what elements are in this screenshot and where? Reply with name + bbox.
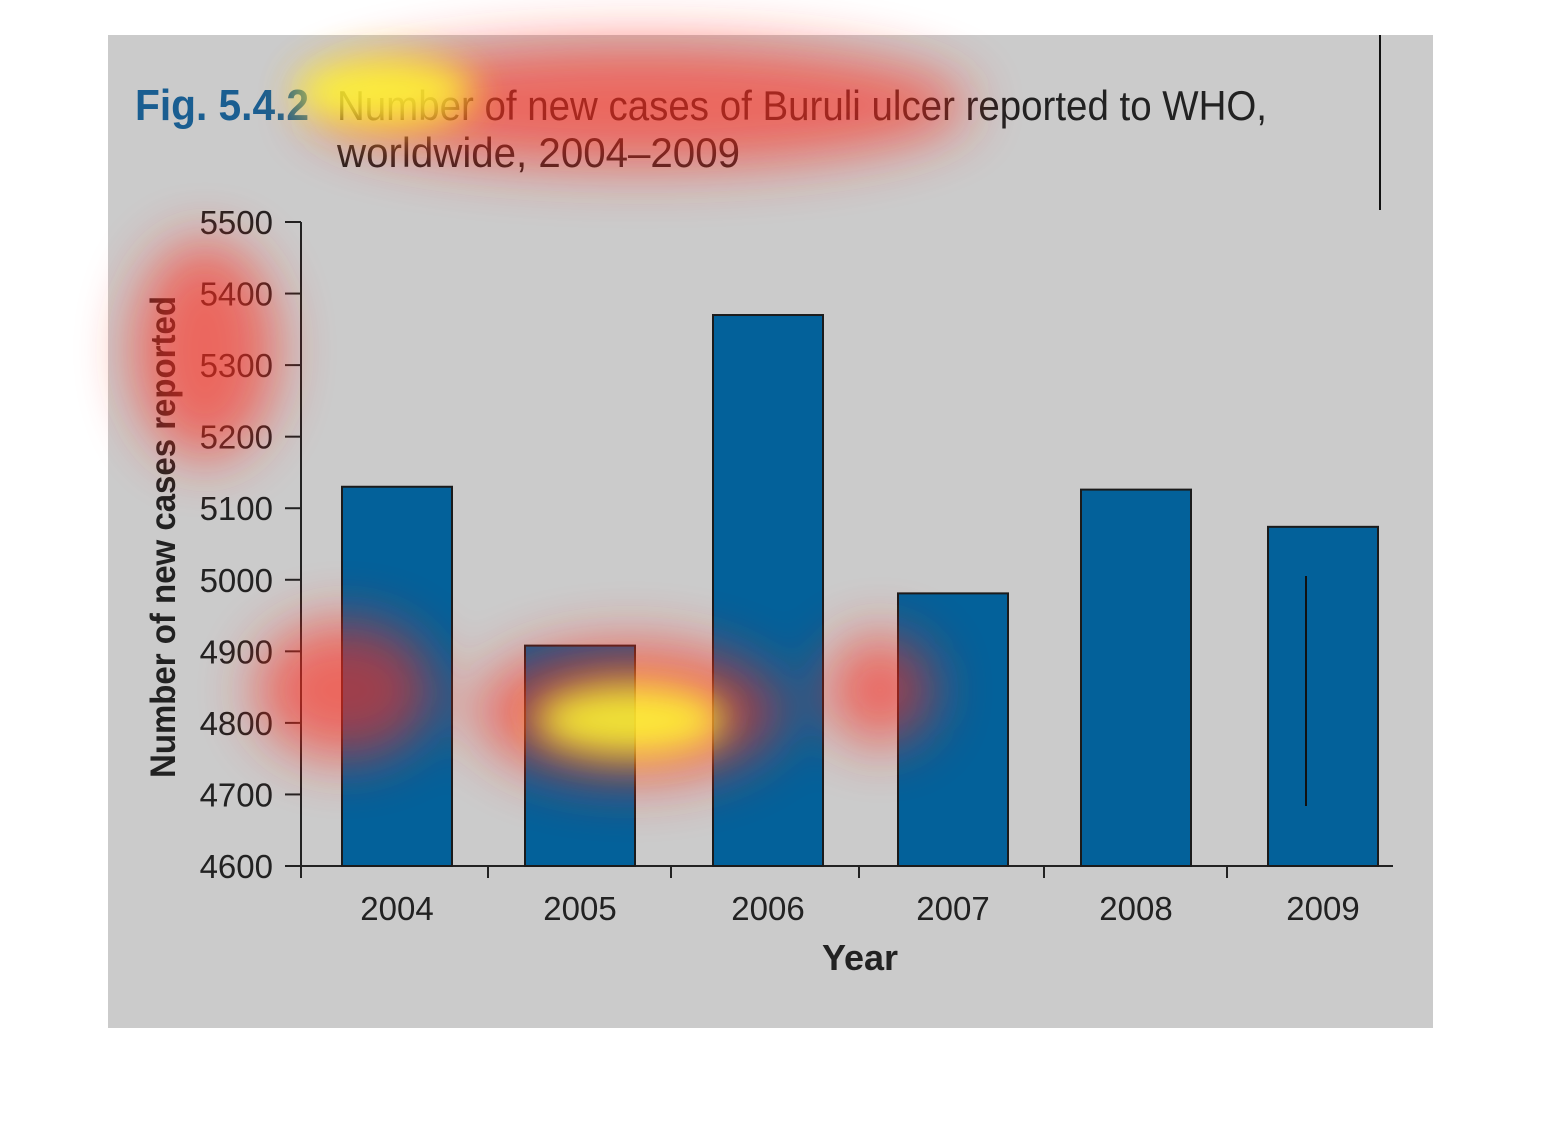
y-tick-label: 5000 bbox=[200, 562, 273, 599]
y-tick-label: 5500 bbox=[200, 204, 273, 241]
y-tick-label: 5100 bbox=[200, 490, 273, 527]
bar-2006 bbox=[712, 314, 824, 867]
x-axis-title: Year bbox=[822, 937, 898, 978]
attention-heatmap-overlay bbox=[133, 43, 970, 782]
bar-2009 bbox=[1267, 525, 1379, 867]
y-tick-label: 4900 bbox=[200, 633, 273, 670]
x-tick-label: 2004 bbox=[360, 890, 433, 927]
y-tick-label: 4600 bbox=[200, 848, 273, 885]
x-tick-label: 2005 bbox=[543, 890, 616, 927]
x-tick-label: 2007 bbox=[916, 890, 989, 927]
figure-label: Fig. 5.4.2 bbox=[135, 81, 309, 130]
x-tick-label: 2006 bbox=[731, 890, 804, 927]
x-tick-label: 2008 bbox=[1099, 890, 1172, 927]
x-tick-label: 2009 bbox=[1286, 890, 1359, 927]
y-tick-label: 4700 bbox=[200, 776, 273, 813]
bar-2008 bbox=[1080, 488, 1192, 867]
